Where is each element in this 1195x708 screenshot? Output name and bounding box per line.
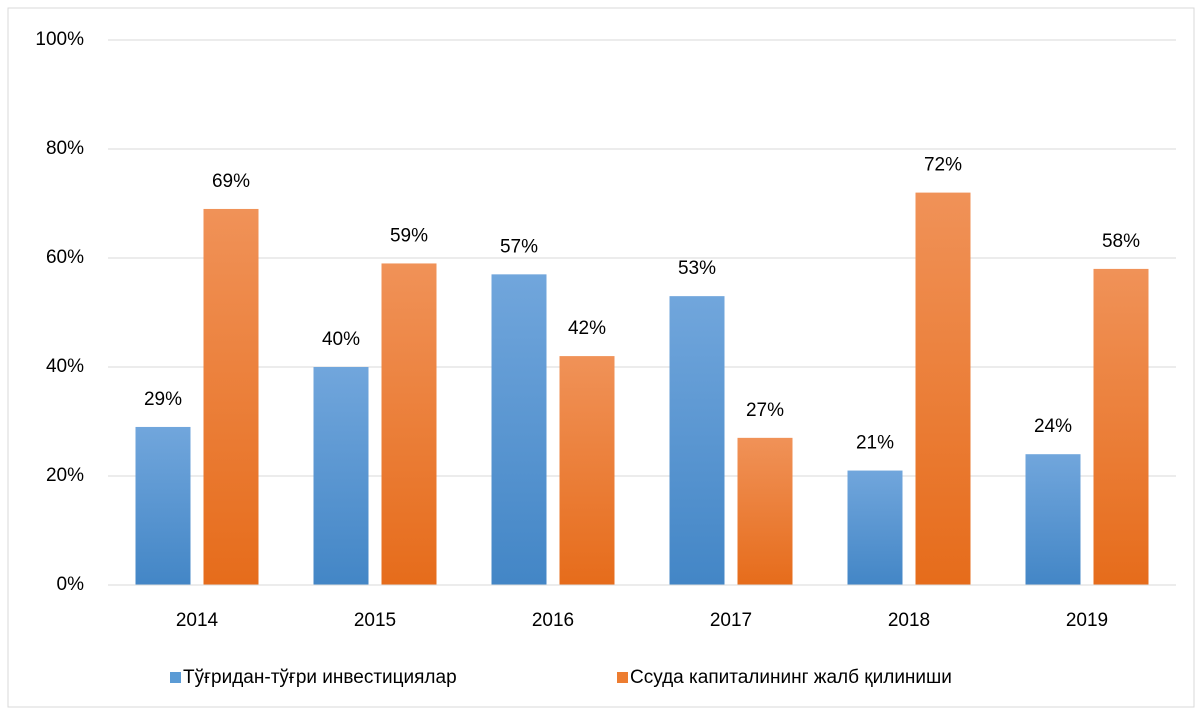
- legend-swatch: [170, 672, 181, 683]
- x-tick-label: 2017: [710, 610, 752, 631]
- data-label: 21%: [856, 433, 894, 454]
- x-tick-label: 2015: [354, 610, 396, 631]
- data-label: 40%: [322, 329, 360, 350]
- y-tick-label: 20%: [46, 465, 84, 486]
- bar: [1025, 454, 1081, 585]
- x-tick-label: 2019: [1066, 610, 1108, 631]
- x-tick-label: 2016: [532, 610, 574, 631]
- legend-label: Ссуда капиталининг жалб қилиниши: [630, 667, 952, 688]
- data-label: 24%: [1034, 416, 1072, 437]
- bar: [669, 296, 725, 585]
- y-tick-label: 0%: [57, 574, 85, 595]
- y-tick-label: 100%: [35, 29, 84, 50]
- data-label: 53%: [678, 258, 716, 279]
- x-tick-label: 2014: [176, 610, 219, 631]
- bar: [847, 470, 903, 585]
- data-label: 57%: [500, 236, 538, 257]
- data-label: 59%: [390, 225, 428, 246]
- bar: [737, 437, 793, 585]
- data-label: 42%: [568, 318, 606, 339]
- data-label: 29%: [144, 389, 182, 410]
- legend-label: Тўғридан-тўғри инвестициялар: [183, 667, 457, 688]
- data-label: 58%: [1102, 231, 1140, 252]
- data-label: 27%: [746, 400, 784, 421]
- bar: [1093, 268, 1149, 585]
- chart-frame: [7, 7, 1195, 708]
- bar: [135, 426, 191, 585]
- y-tick-label: 40%: [46, 356, 84, 377]
- data-label: 72%: [924, 155, 962, 176]
- y-tick-label: 60%: [46, 247, 84, 268]
- bar: [313, 367, 369, 585]
- bar: [203, 208, 259, 585]
- x-tick-label: 2018: [888, 610, 930, 631]
- bar: [381, 263, 437, 585]
- bar: [915, 192, 971, 585]
- legend-swatch: [617, 672, 628, 683]
- y-tick-label: 80%: [46, 138, 84, 159]
- bar: [491, 274, 547, 585]
- bar: [559, 356, 615, 585]
- data-label: 69%: [212, 171, 250, 192]
